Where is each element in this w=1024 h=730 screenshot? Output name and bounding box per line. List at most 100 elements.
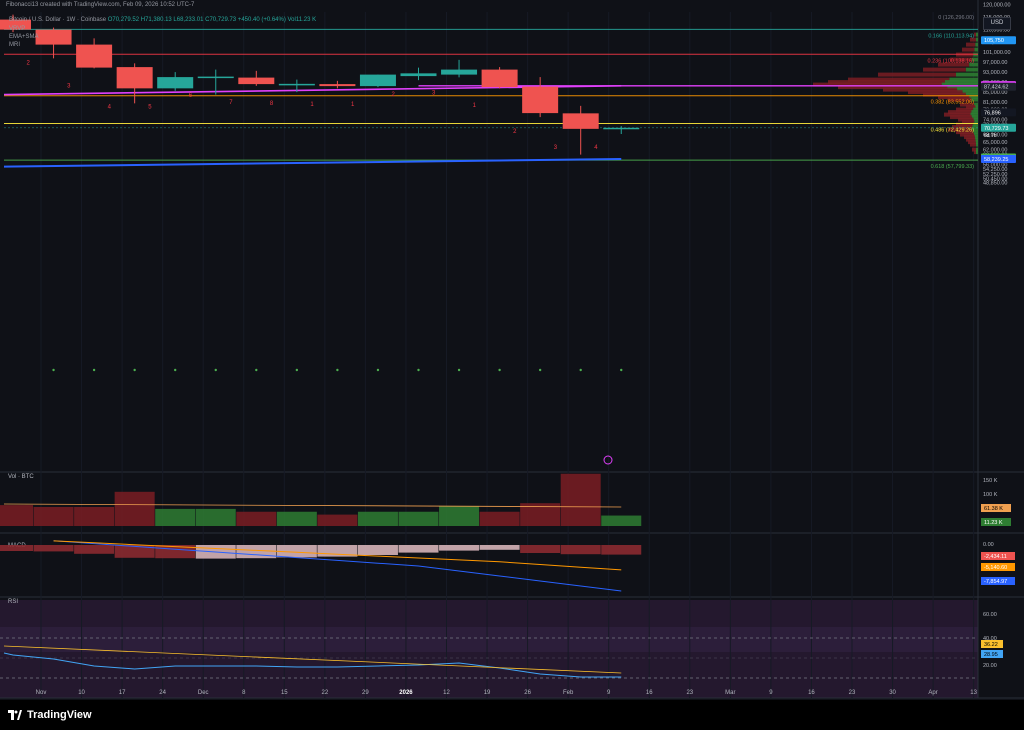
macd-histogram-bar xyxy=(439,545,480,551)
candle-body xyxy=(603,127,640,130)
ohlc-values: O70,279.52 H71,380.13 L68,233.01 C70,729… xyxy=(107,17,317,23)
currency-button[interactable]: USD xyxy=(983,17,1011,30)
macd-histogram-bar xyxy=(560,545,601,555)
sequence-count-label: 4 xyxy=(108,104,112,110)
volume-profile-bar xyxy=(976,147,978,152)
ema-line xyxy=(3,84,622,96)
time-axis-tick: 15 xyxy=(281,690,288,696)
time-axis-tick: 30 xyxy=(889,690,896,696)
candle-body xyxy=(278,83,315,86)
rsi-last-badge xyxy=(981,650,1003,658)
signal-dot xyxy=(174,368,177,372)
volume-profile-bar xyxy=(972,147,976,152)
volume-profile-bar xyxy=(956,72,978,77)
volume-profile-bar xyxy=(971,127,978,132)
rsi-band xyxy=(0,627,978,652)
time-axis-tick: Dec xyxy=(198,690,209,696)
time-axis-tick: Feb xyxy=(563,690,574,696)
sequence-count-label: 2 xyxy=(392,92,396,98)
rsi-line xyxy=(3,652,622,678)
volume-bar xyxy=(276,511,317,526)
volume-profile-bar xyxy=(962,120,975,125)
volume-profile-bar xyxy=(960,102,975,107)
bar-countdown: 6d 7h xyxy=(984,133,997,139)
time-axis-tick: 29 xyxy=(362,690,369,696)
volume-profile-bar xyxy=(965,67,978,72)
volume-profile-bar xyxy=(975,42,978,47)
price-axis-tick: 97,000.00 xyxy=(983,60,1007,66)
volume-profile-bar xyxy=(949,77,978,82)
volume-profile-bar xyxy=(923,67,966,72)
volume-profile-bar xyxy=(974,32,976,37)
price-badge-label: 58,239.25 xyxy=(984,157,1008,163)
time-axis-tick: Mar xyxy=(725,690,735,696)
signal-dot xyxy=(538,368,542,372)
volume-profile-bar xyxy=(974,102,978,107)
signal-dot xyxy=(579,368,582,372)
volume-profile-bar xyxy=(971,115,978,120)
volume-profile-bar xyxy=(938,95,970,100)
volume-profile-bar xyxy=(975,140,978,145)
volume-profile-bar xyxy=(950,115,972,120)
volume-bar xyxy=(33,507,74,526)
volume-ma-badge xyxy=(981,504,1011,512)
volume-profile-bar xyxy=(941,82,978,87)
price-axis-tick: 101,000.00 xyxy=(983,50,1011,56)
rsi-last-label: 28.95 xyxy=(984,652,998,658)
volume-bar xyxy=(601,515,642,526)
indicator-vrvp[interactable]: VRVP xyxy=(9,26,26,32)
volume-bar xyxy=(479,511,520,526)
candle-body xyxy=(481,69,518,88)
signal-dot xyxy=(498,368,501,372)
price-axis-tick: 74,000.00 xyxy=(983,118,1007,124)
volume-profile-bar xyxy=(923,92,966,97)
rsi-title: RSI xyxy=(8,599,18,605)
volume-profile-bar xyxy=(838,85,948,90)
macd-value-badge xyxy=(981,563,1015,571)
time-axis-tick: 17 xyxy=(119,690,126,696)
indicator-ema-sma[interactable]: EMA+SMA xyxy=(9,34,39,40)
volume-bar xyxy=(398,511,439,526)
volume-profile-bar xyxy=(976,32,978,37)
volume-profile-bar xyxy=(964,135,975,140)
sequence-count-label: 3 xyxy=(554,145,558,151)
volume-profile-bar xyxy=(974,150,976,155)
volume-profile-bar xyxy=(948,110,972,115)
sma-line xyxy=(3,158,622,168)
macd-histogram-bar xyxy=(520,545,561,553)
price-badge xyxy=(981,108,1016,117)
volume-profile-bar xyxy=(975,105,978,110)
volume-profile-bar xyxy=(908,90,963,95)
sequence-count-label: 3 xyxy=(432,91,436,97)
volume-profile-bar xyxy=(972,125,978,130)
macd-histogram-bar xyxy=(276,545,317,558)
rsi-ma-badge xyxy=(981,640,1003,648)
volume-profile-bar xyxy=(970,142,976,147)
macd-value-label: -7,854.97 xyxy=(984,579,1007,585)
volume-profile-bar xyxy=(813,82,942,87)
indicator-mri[interactable]: MRI xyxy=(9,42,20,48)
time-axis-tick: 16 xyxy=(808,690,815,696)
rsi-axis-tick: 20.00 xyxy=(983,663,997,669)
volume-profile-bar xyxy=(975,137,978,142)
signal-dot xyxy=(214,368,217,372)
time-axis-tick: 19 xyxy=(484,690,491,696)
volume-profile-bar xyxy=(938,62,970,67)
volume-profile-bar xyxy=(883,87,958,92)
tradingview-logo[interactable]: TradingView xyxy=(8,709,92,721)
time-axis-tick: 9 xyxy=(607,690,611,696)
price-axis-tick: 56,000.00 xyxy=(983,163,1007,169)
volume-ma-label: 61.38 K xyxy=(984,506,1003,512)
volume-profile-bar xyxy=(952,125,973,130)
volume-profile-bar xyxy=(973,107,978,112)
volume-profile-bar xyxy=(973,130,978,135)
symbol-legend: Bitcoin / U.S. Dollar · 1W · Coinbase O7… xyxy=(9,17,316,23)
macd-histogram-bar xyxy=(398,545,439,553)
time-axis-tick: 12 xyxy=(443,690,450,696)
sequence-count-label: 7 xyxy=(229,100,233,106)
candle-body xyxy=(197,76,234,79)
volume-profile-bar xyxy=(950,57,972,62)
time-axis-tick: Apr xyxy=(928,690,937,696)
volume-profile-bar xyxy=(956,122,974,127)
